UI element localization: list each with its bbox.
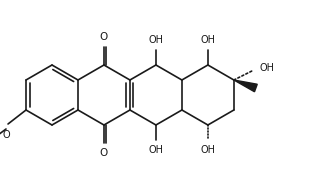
Polygon shape xyxy=(234,80,257,92)
Text: OH: OH xyxy=(148,145,163,155)
Text: O: O xyxy=(100,148,108,158)
Text: OH: OH xyxy=(200,35,215,45)
Text: OH: OH xyxy=(260,63,274,73)
Text: OH: OH xyxy=(148,35,163,45)
Text: O: O xyxy=(100,32,108,42)
Text: O: O xyxy=(2,130,10,140)
Text: OH: OH xyxy=(200,145,215,155)
